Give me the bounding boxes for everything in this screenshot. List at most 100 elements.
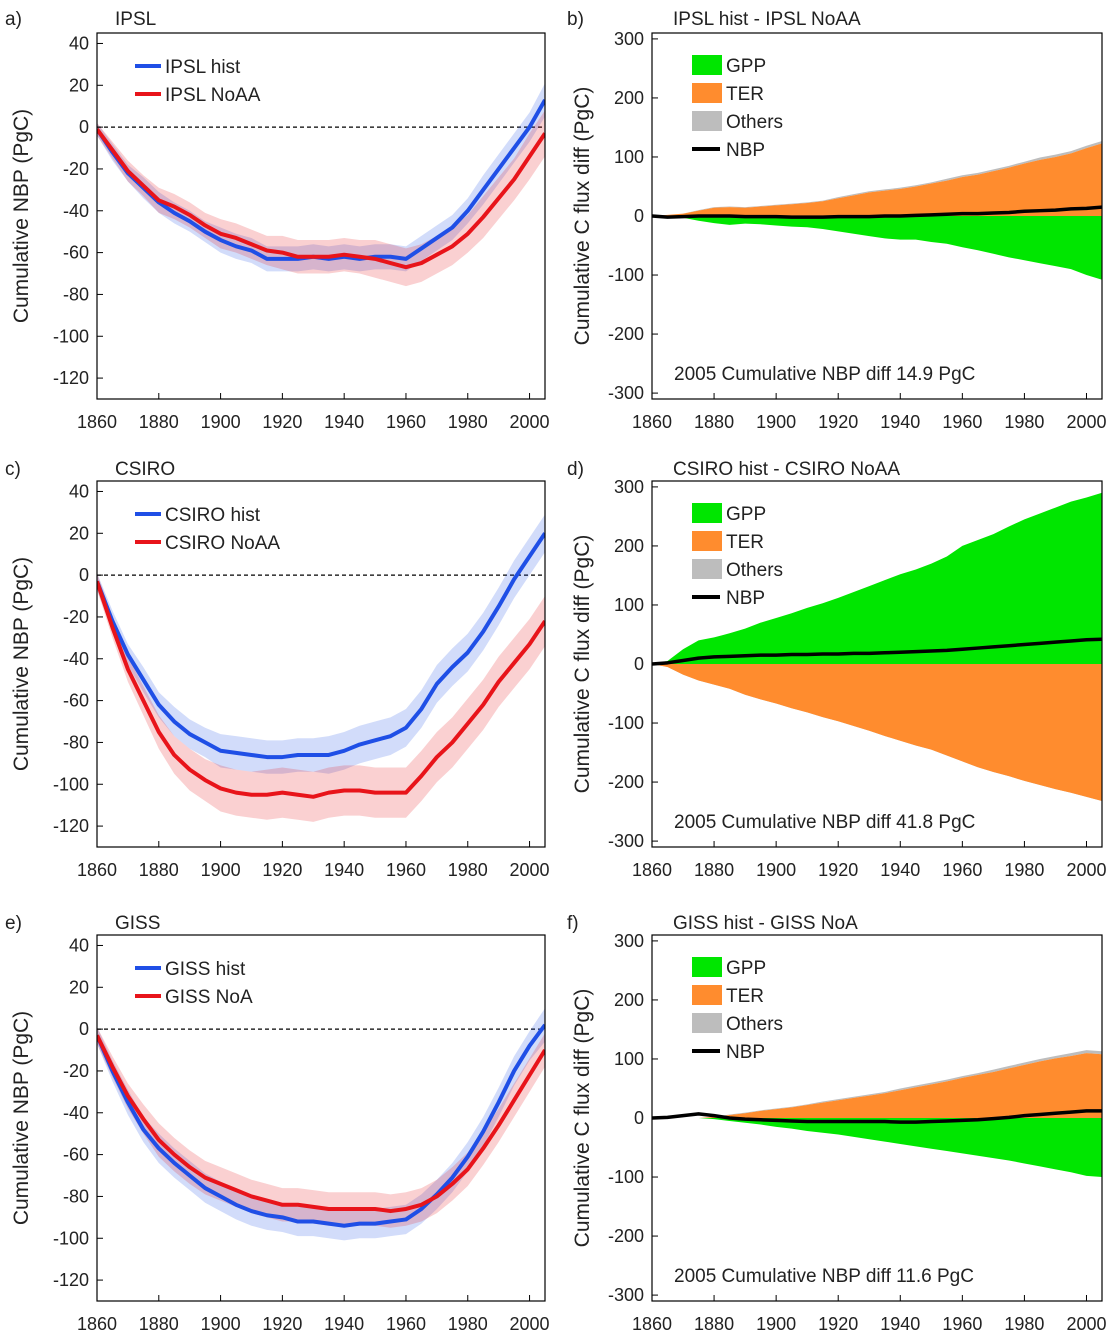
x-tick-label: 2000 xyxy=(1066,860,1106,880)
y-tick-label: -200 xyxy=(608,772,644,792)
plot-area xyxy=(652,1050,1102,1178)
y-tick-label: -120 xyxy=(53,368,89,388)
legend-swatch xyxy=(692,1013,722,1033)
legend-label: TER xyxy=(726,532,764,553)
x-tick-label: 1860 xyxy=(77,1314,117,1333)
y-axis-label: Cumulative NBP (PgC) xyxy=(10,109,33,323)
y-axis-label: Cumulative NBP (PgC) xyxy=(10,557,33,771)
legend-label: IPSL NoAA xyxy=(165,85,261,106)
y-tick-label: -200 xyxy=(608,1226,644,1246)
x-tick-label: 1920 xyxy=(262,860,302,880)
y-tick-label: -80 xyxy=(63,1186,89,1206)
x-tick-label: 2000 xyxy=(1066,1314,1106,1333)
y-tick-label: -60 xyxy=(63,243,89,263)
legend-label: IPSL hist xyxy=(165,57,241,78)
x-tick-label: 1920 xyxy=(262,1314,302,1333)
x-tick-label: 1980 xyxy=(448,412,488,432)
y-tick-label: 20 xyxy=(69,977,89,997)
x-tick-label: 1980 xyxy=(1004,1314,1044,1333)
legend-swatch xyxy=(692,957,722,977)
y-tick-label: -40 xyxy=(63,1103,89,1123)
panel-label: e) xyxy=(5,913,22,934)
x-tick-label: 1980 xyxy=(448,1314,488,1333)
x-tick-label: 1900 xyxy=(756,412,796,432)
y-tick-label: 20 xyxy=(69,523,89,543)
y-tick-label: 0 xyxy=(634,654,644,674)
panel-label: c) xyxy=(5,459,21,480)
x-tick-label: 1960 xyxy=(386,860,426,880)
y-tick-label: 100 xyxy=(614,595,644,615)
y-tick-label: -300 xyxy=(608,1285,644,1305)
y-tick-label: 20 xyxy=(69,75,89,95)
x-tick-label: 1860 xyxy=(632,1314,672,1333)
y-tick-label: 100 xyxy=(614,1049,644,1069)
gpp-area xyxy=(652,1118,1102,1178)
y-tick-label: 300 xyxy=(614,29,644,49)
uncertainty-band-0 xyxy=(97,1008,545,1241)
x-tick-label: 1980 xyxy=(1004,412,1044,432)
nbp-line xyxy=(652,637,1102,666)
x-tick-label: 1900 xyxy=(756,1314,796,1333)
panel-label: f) xyxy=(567,913,579,934)
plot-area xyxy=(652,492,1102,801)
gpp-area xyxy=(652,492,1102,664)
x-tick-label: 1960 xyxy=(386,1314,426,1333)
legend-label: CSIRO NoAA xyxy=(165,533,280,554)
ter-area xyxy=(652,664,1102,801)
legend-swatch xyxy=(692,55,722,75)
legend-label: GPP xyxy=(726,958,766,979)
ter-area xyxy=(652,1053,1102,1118)
x-tick-label: 1960 xyxy=(942,860,982,880)
x-tick-label: 1940 xyxy=(324,860,364,880)
legend-swatch xyxy=(692,985,722,1005)
panel-title: GISS hist - GISS NoA xyxy=(673,913,858,934)
x-tick-label: 1920 xyxy=(262,412,302,432)
y-tick-label: -80 xyxy=(63,732,89,752)
y-tick-label: -80 xyxy=(63,284,89,304)
y-tick-label: 0 xyxy=(634,1108,644,1128)
panel-c: CSIRO hist CSIRO NoAA 40 20 0 -20 -40 -60 -80 -10… xyxy=(5,459,550,880)
y-axis-label: Cumulative C flux diff (PgC) xyxy=(571,989,594,1248)
legend-swatch xyxy=(692,83,722,103)
y-tick-label: -100 xyxy=(608,265,644,285)
x-tick-label: 1860 xyxy=(77,860,117,880)
others-area xyxy=(652,1050,1102,1118)
legend-label: TER xyxy=(726,84,764,105)
nbp-line xyxy=(652,1109,1102,1124)
gpp-area xyxy=(652,216,1102,280)
y-axis-label: Cumulative C flux diff (PgC) xyxy=(571,87,594,346)
legend-swatch xyxy=(692,531,722,551)
legend-label: GISS NoA xyxy=(165,987,253,1008)
x-tick-label: 1920 xyxy=(818,1314,858,1333)
y-tick-label: -20 xyxy=(63,1061,89,1081)
x-tick-label: 1900 xyxy=(756,860,796,880)
x-tick-label: 1880 xyxy=(139,860,179,880)
y-tick-label: -40 xyxy=(63,649,89,669)
x-tick-label: 1860 xyxy=(77,412,117,432)
panel-title: CSIRO hist - CSIRO NoAA xyxy=(673,459,900,480)
panel-label: d) xyxy=(567,459,584,480)
y-tick-label: 300 xyxy=(614,931,644,951)
nbp-diff-annotation: 2005 Cumulative NBP diff 14.9 PgC xyxy=(674,364,975,385)
legend-label: NBP xyxy=(726,1042,765,1063)
x-tick-label: 1980 xyxy=(1004,860,1044,880)
y-tick-label: -60 xyxy=(63,1145,89,1165)
panel-e: GISS hist GISS NoA 40 20 0 -20 -40 -60 -80 -100 -1… xyxy=(5,913,550,1333)
legend-label: Others xyxy=(726,1014,783,1035)
panel-label: b) xyxy=(567,9,584,30)
x-tick-label: 1980 xyxy=(448,860,488,880)
legend-label: GPP xyxy=(726,56,766,77)
legend-label: Others xyxy=(726,560,783,581)
x-tick-label: 1920 xyxy=(818,860,858,880)
legend-label: NBP xyxy=(726,140,765,161)
y-tick-label: 200 xyxy=(614,88,644,108)
x-tick-label: 1900 xyxy=(201,412,241,432)
plot-area xyxy=(97,1008,545,1241)
panel-label: a) xyxy=(5,9,22,30)
x-tick-label: 1880 xyxy=(139,412,179,432)
x-tick-label: 2000 xyxy=(510,1314,550,1333)
plot-area xyxy=(97,83,545,287)
panel-a: IPSL hist IPSL NoAA 40 20 0 -20 -40 -60 -80 -100 -… xyxy=(5,9,550,432)
x-tick-label: 1940 xyxy=(880,412,920,432)
